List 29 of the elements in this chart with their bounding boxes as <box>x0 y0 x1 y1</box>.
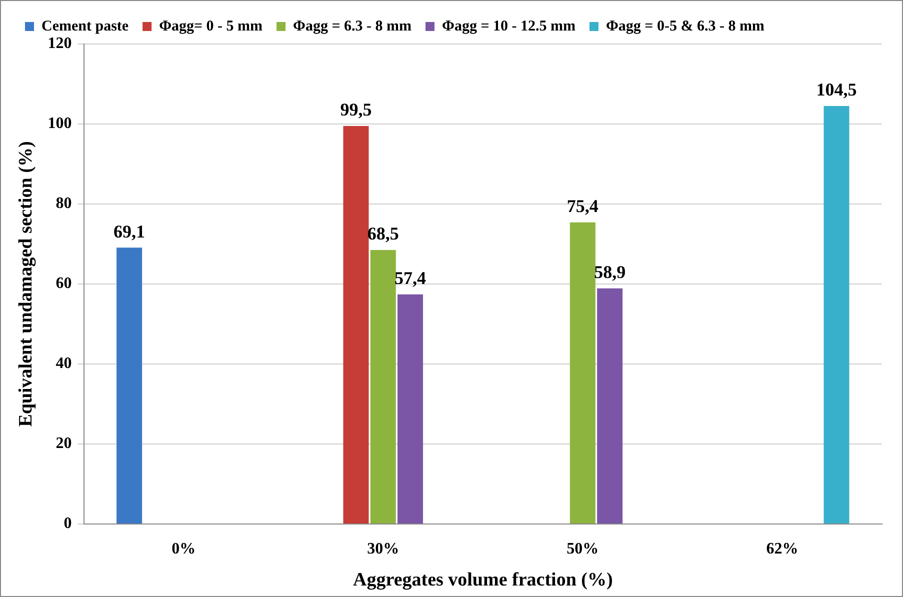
bar <box>597 288 623 524</box>
bar <box>570 222 596 524</box>
legend-label: Φagg = 10 - 12.5 mm <box>442 18 576 34</box>
bar <box>116 248 142 524</box>
x-tick-label: 50% <box>566 540 599 558</box>
bar <box>398 294 424 524</box>
y-axis-title: Equivalent undamaged section (%) <box>15 141 36 427</box>
y-tick-label: 120 <box>48 35 72 52</box>
x-tick-label: 0% <box>172 540 196 558</box>
x-tick-label: 62% <box>766 540 798 558</box>
data-label: 75,4 <box>566 196 598 216</box>
data-label: 99,5 <box>340 100 372 120</box>
bar <box>370 250 396 524</box>
y-tick-label: 100 <box>48 115 72 132</box>
y-tick-label: 0 <box>64 515 72 532</box>
bar <box>343 126 369 524</box>
y-tick-label: 80 <box>56 195 72 212</box>
legend-label: Φagg= 0 - 5 mm <box>159 18 264 34</box>
legend-label: Φagg = 0-5 & 6.3 - 8 mm <box>606 18 765 34</box>
legend-label: Φagg = 6.3 - 8 mm <box>293 18 412 34</box>
y-tick-label: 20 <box>56 435 72 452</box>
legend-label: Cement paste <box>42 18 129 34</box>
data-label: 69,1 <box>114 221 146 242</box>
x-tick-label: 30% <box>367 540 400 558</box>
data-label: 104,5 <box>816 80 857 100</box>
x-axis-title: Aggregates volume fraction (%) <box>353 570 613 591</box>
y-tick-label: 40 <box>56 355 72 372</box>
bar <box>824 106 850 524</box>
y-tick-label: 60 <box>56 275 72 292</box>
